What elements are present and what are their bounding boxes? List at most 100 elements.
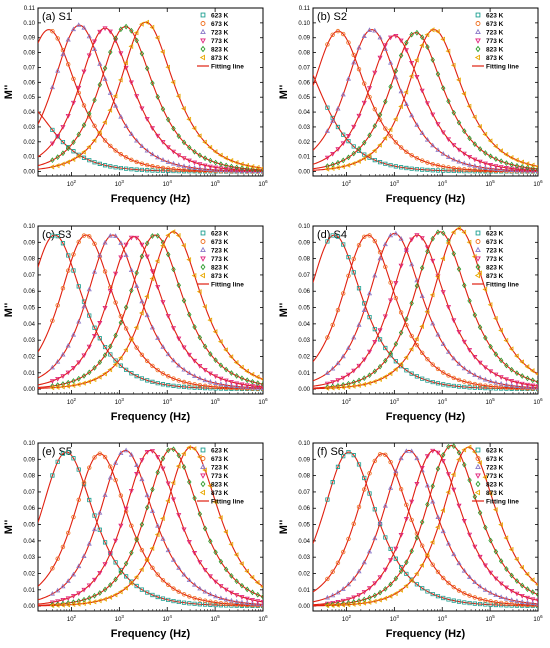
- x-tick-label: 104: [438, 179, 448, 188]
- data-point-623k: [404, 165, 409, 171]
- fit-line-823k: [38, 234, 263, 389]
- data-point-823k: [187, 311, 192, 318]
- data-point-773k: [340, 141, 346, 146]
- data-point-723k: [424, 136, 430, 142]
- data-point-873k: [435, 28, 440, 35]
- data-point-823k: [134, 37, 139, 44]
- data-point-873k: [487, 490, 493, 497]
- data-point-823k: [535, 378, 538, 385]
- data-point-673k: [171, 586, 176, 591]
- data-point-673k: [462, 591, 467, 596]
- legend-entry: 623 K: [486, 12, 504, 19]
- data-point-673k: [341, 549, 346, 555]
- data-point-873k: [133, 324, 139, 331]
- data-point-723k: [382, 241, 388, 247]
- data-point-673k: [92, 455, 97, 460]
- data-point-673k: [351, 256, 356, 262]
- data-point-773k: [403, 517, 409, 522]
- data-point-873k: [117, 355, 123, 361]
- data-point-623k: [351, 144, 356, 149]
- data-point-623k: [145, 168, 150, 173]
- data-point-773k: [144, 254, 150, 260]
- data-point-673k: [181, 167, 187, 173]
- y-tick-label: 0.02: [298, 571, 310, 577]
- data-point-623k: [234, 603, 239, 608]
- data-point-623k: [388, 546, 393, 552]
- data-point-873k: [212, 329, 218, 335]
- data-point-873k: [112, 592, 118, 598]
- data-point-773k: [351, 368, 357, 374]
- data-point-873k: [324, 166, 330, 172]
- data-point-723k: [165, 547, 171, 553]
- y-tick-label: 0.07: [23, 65, 35, 71]
- data-point-873k: [160, 49, 165, 55]
- data-point-823k: [123, 560, 129, 567]
- data-point-723k: [451, 355, 457, 361]
- y-tick-label: 0.06: [298, 80, 310, 86]
- data-point-773k: [186, 540, 192, 545]
- data-point-873k: [196, 133, 202, 139]
- data-point-673k: [351, 521, 356, 526]
- data-point-723k: [234, 383, 240, 389]
- data-point-773k: [361, 100, 367, 106]
- data-point-873k: [508, 546, 514, 553]
- data-point-623k: [399, 165, 404, 170]
- data-point-673k: [446, 373, 451, 378]
- data-point-873k: [239, 161, 244, 167]
- data-point-823k: [181, 139, 187, 146]
- data-point-873k: [60, 602, 65, 608]
- data-point-623k: [477, 601, 483, 607]
- fit-line-873k: [313, 227, 538, 390]
- data-point-823k: [446, 98, 451, 105]
- data-point-623k: [71, 149, 76, 154]
- data-point-873k: [117, 589, 123, 595]
- data-point-773k: [461, 339, 467, 345]
- data-point-673k: [118, 493, 124, 498]
- data-point-723k: [430, 320, 436, 326]
- data-point-723k: [65, 578, 71, 583]
- data-point-673k: [335, 560, 341, 566]
- data-point-823k: [435, 229, 441, 236]
- y-tick-label: 0.09: [298, 457, 310, 463]
- data-point-623k: [346, 138, 351, 144]
- data-point-823k: [372, 123, 378, 129]
- data-point-773k: [482, 365, 488, 371]
- legend-entry: 823 K: [486, 264, 504, 271]
- data-point-873k: [456, 226, 461, 232]
- x-axis-label: Frequency (Hz): [386, 193, 466, 205]
- data-point-723k: [207, 166, 213, 172]
- data-point-723k: [335, 360, 341, 366]
- data-point-823k: [419, 34, 425, 41]
- data-point-823k: [260, 167, 263, 173]
- data-point-873k: [392, 591, 398, 597]
- data-point-673k: [218, 600, 224, 606]
- data-point-823k: [488, 537, 493, 544]
- data-point-723k: [351, 334, 357, 340]
- data-point-873k: [456, 77, 461, 83]
- data-point-723k: [91, 268, 98, 274]
- y-tick-label: 0.04: [298, 539, 310, 545]
- data-point-873k: [123, 585, 128, 591]
- data-point-823k: [404, 559, 409, 566]
- data-point-673k: [325, 42, 330, 47]
- data-point-723k: [223, 167, 229, 173]
- data-point-673k: [213, 600, 218, 605]
- data-point-823k: [144, 240, 150, 247]
- data-point-823k: [535, 166, 538, 172]
- legend-entry: 673 K: [211, 239, 229, 246]
- y-tick-label: 0.03: [298, 125, 310, 131]
- data-point-773k: [330, 380, 336, 385]
- y-tick-label: 0.03: [23, 338, 35, 344]
- data-point-773k: [356, 593, 362, 598]
- data-point-673k: [123, 155, 129, 160]
- data-point-873k: [233, 552, 239, 558]
- data-point-623k: [430, 591, 435, 597]
- data-point-873k: [70, 156, 76, 163]
- legend-entry-fit: Fitting line: [486, 281, 519, 288]
- data-point-673k: [451, 165, 456, 171]
- data-point-873k: [207, 144, 213, 150]
- legend-entry: 723 K: [211, 247, 229, 254]
- data-point-773k: [160, 300, 166, 305]
- data-point-723k: [461, 365, 467, 371]
- data-area: [38, 229, 263, 392]
